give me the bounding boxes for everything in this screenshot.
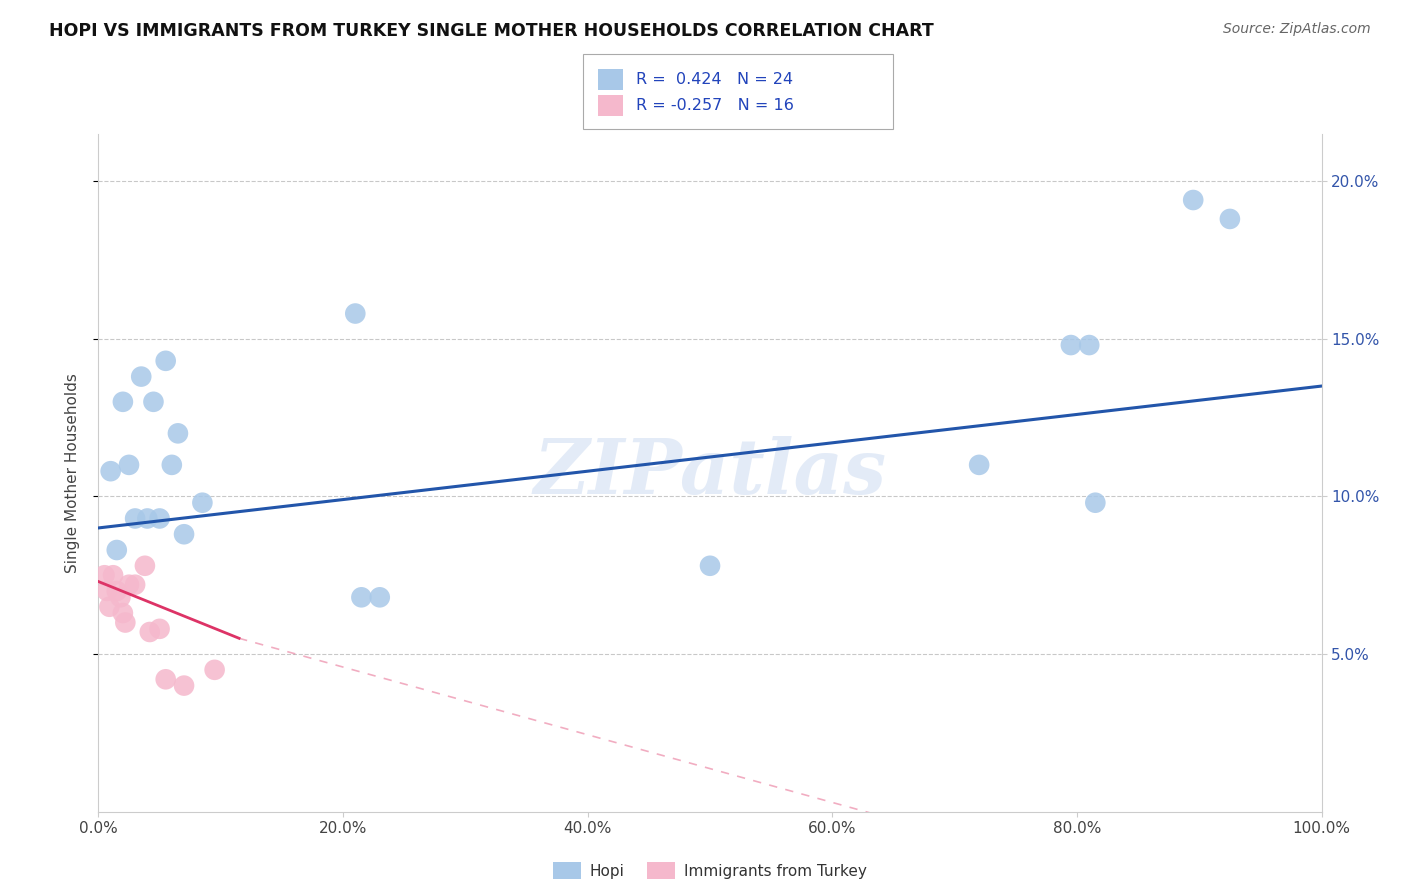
Point <box>111 606 134 620</box>
Point <box>167 426 190 441</box>
Point <box>134 558 156 573</box>
Point <box>155 673 177 687</box>
Point <box>96 584 118 599</box>
Point <box>967 458 990 472</box>
Point <box>1084 496 1107 510</box>
Point <box>699 558 721 573</box>
Point <box>142 394 165 409</box>
Point <box>155 354 177 368</box>
Point <box>1078 338 1101 352</box>
Point <box>105 584 128 599</box>
Text: Source: ZipAtlas.com: Source: ZipAtlas.com <box>1223 22 1371 37</box>
Point <box>110 591 132 605</box>
Point <box>368 591 391 605</box>
Point <box>124 577 146 591</box>
Point <box>350 591 373 605</box>
Text: R =  0.424   N = 24: R = 0.424 N = 24 <box>636 72 793 87</box>
Point <box>204 663 226 677</box>
Point <box>160 458 183 472</box>
Point <box>191 496 214 510</box>
Point <box>1182 193 1205 207</box>
Point <box>100 464 122 478</box>
Point <box>1219 211 1241 226</box>
Point <box>101 568 124 582</box>
Point <box>118 577 141 591</box>
Point <box>344 306 367 320</box>
Text: R = -0.257   N = 16: R = -0.257 N = 16 <box>636 98 793 112</box>
Point <box>136 511 159 525</box>
Point <box>149 622 172 636</box>
Legend: Hopi, Immigrants from Turkey: Hopi, Immigrants from Turkey <box>547 855 873 886</box>
Point <box>111 394 134 409</box>
Point <box>173 679 195 693</box>
Point <box>98 599 121 614</box>
Point <box>93 568 115 582</box>
Y-axis label: Single Mother Households: Single Mother Households <box>65 373 80 573</box>
Point <box>139 625 162 640</box>
Point <box>124 511 146 525</box>
Point <box>149 511 172 525</box>
Point <box>129 369 152 384</box>
Text: ZIPatlas: ZIPatlas <box>533 436 887 509</box>
Point <box>114 615 136 630</box>
Point <box>105 543 128 558</box>
Point <box>1060 338 1083 352</box>
Point <box>173 527 195 541</box>
Text: HOPI VS IMMIGRANTS FROM TURKEY SINGLE MOTHER HOUSEHOLDS CORRELATION CHART: HOPI VS IMMIGRANTS FROM TURKEY SINGLE MO… <box>49 22 934 40</box>
Point <box>118 458 141 472</box>
